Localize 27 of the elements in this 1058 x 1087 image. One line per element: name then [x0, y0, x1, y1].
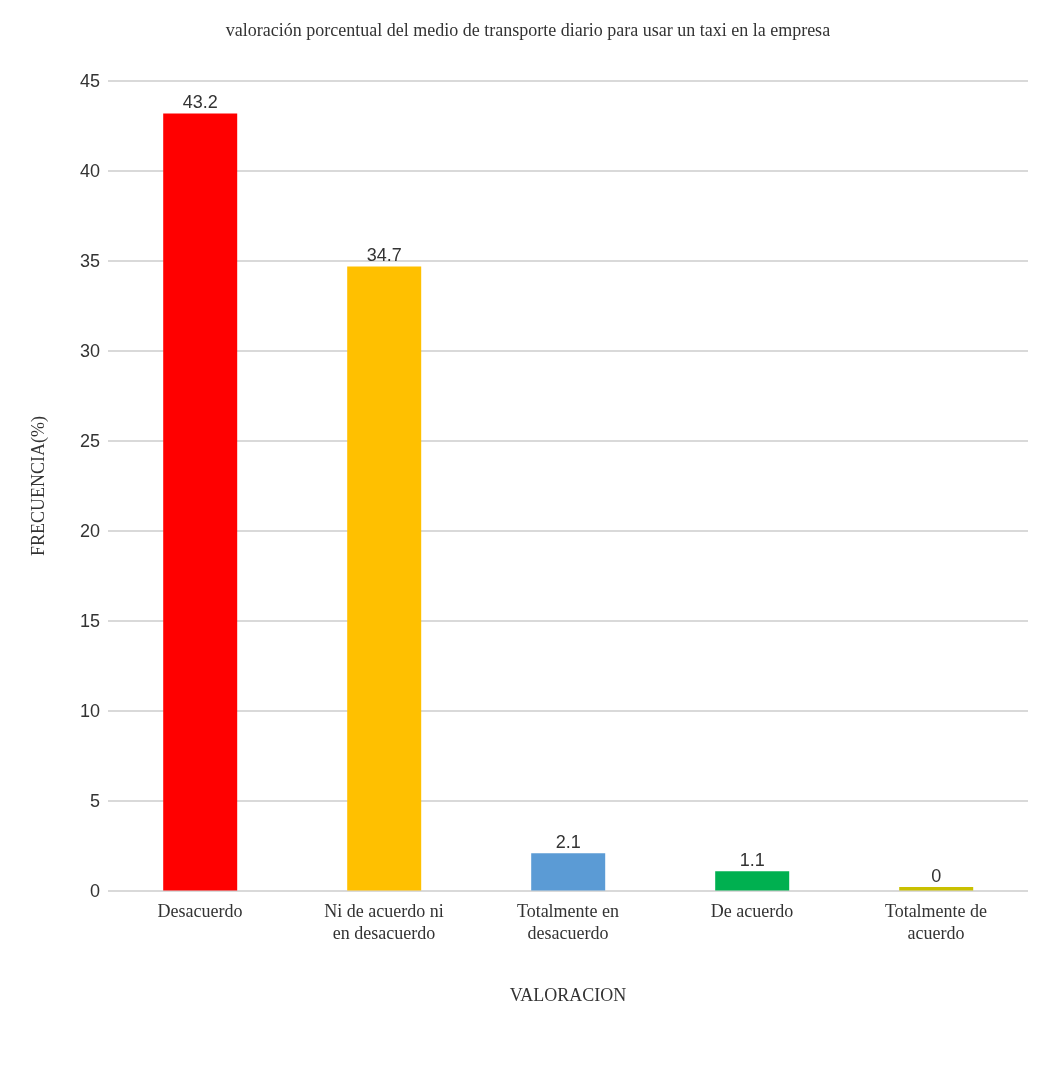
- bar: [163, 113, 238, 891]
- x-tick-label: De acuerdo: [710, 901, 794, 921]
- x-tick-label: Desacuerdo: [157, 901, 243, 921]
- data-label: 1.1: [739, 850, 765, 871]
- y-tick-label: 35: [79, 251, 100, 272]
- y-tick-label: 5: [89, 791, 100, 812]
- y-tick-label: 20: [79, 521, 100, 542]
- y-tick-label: 45: [79, 71, 100, 92]
- y-tick-label: 15: [79, 611, 100, 632]
- data-label: 0: [931, 866, 942, 886]
- x-axis-title: VALORACION: [509, 985, 627, 1005]
- x-tick-label: Totalmente en desacuerdo: [516, 901, 620, 943]
- y-axis-title: FRECUENCIA(%): [28, 416, 50, 556]
- data-label: 2.1: [555, 832, 581, 853]
- y-tick-label: 0: [89, 881, 100, 902]
- bar: [715, 871, 790, 891]
- y-tick-label: 10: [79, 701, 100, 722]
- x-tick-label: Ni de acuerdo ni en desacuerdo: [324, 901, 444, 943]
- y-tick-label: 40: [79, 161, 100, 182]
- y-tick-label: 25: [79, 431, 100, 452]
- y-tick-label: 30: [79, 341, 100, 362]
- x-tick-label: Totalmente de acuerdo: [884, 901, 988, 943]
- bar: [347, 266, 422, 891]
- data-label: 43.2: [182, 92, 218, 113]
- bar: [531, 853, 606, 891]
- data-label: 34.7: [366, 245, 402, 266]
- chart-title: valoración porcentual del medio de transporte diario para usar un taxi en la empresa: [224, 19, 832, 42]
